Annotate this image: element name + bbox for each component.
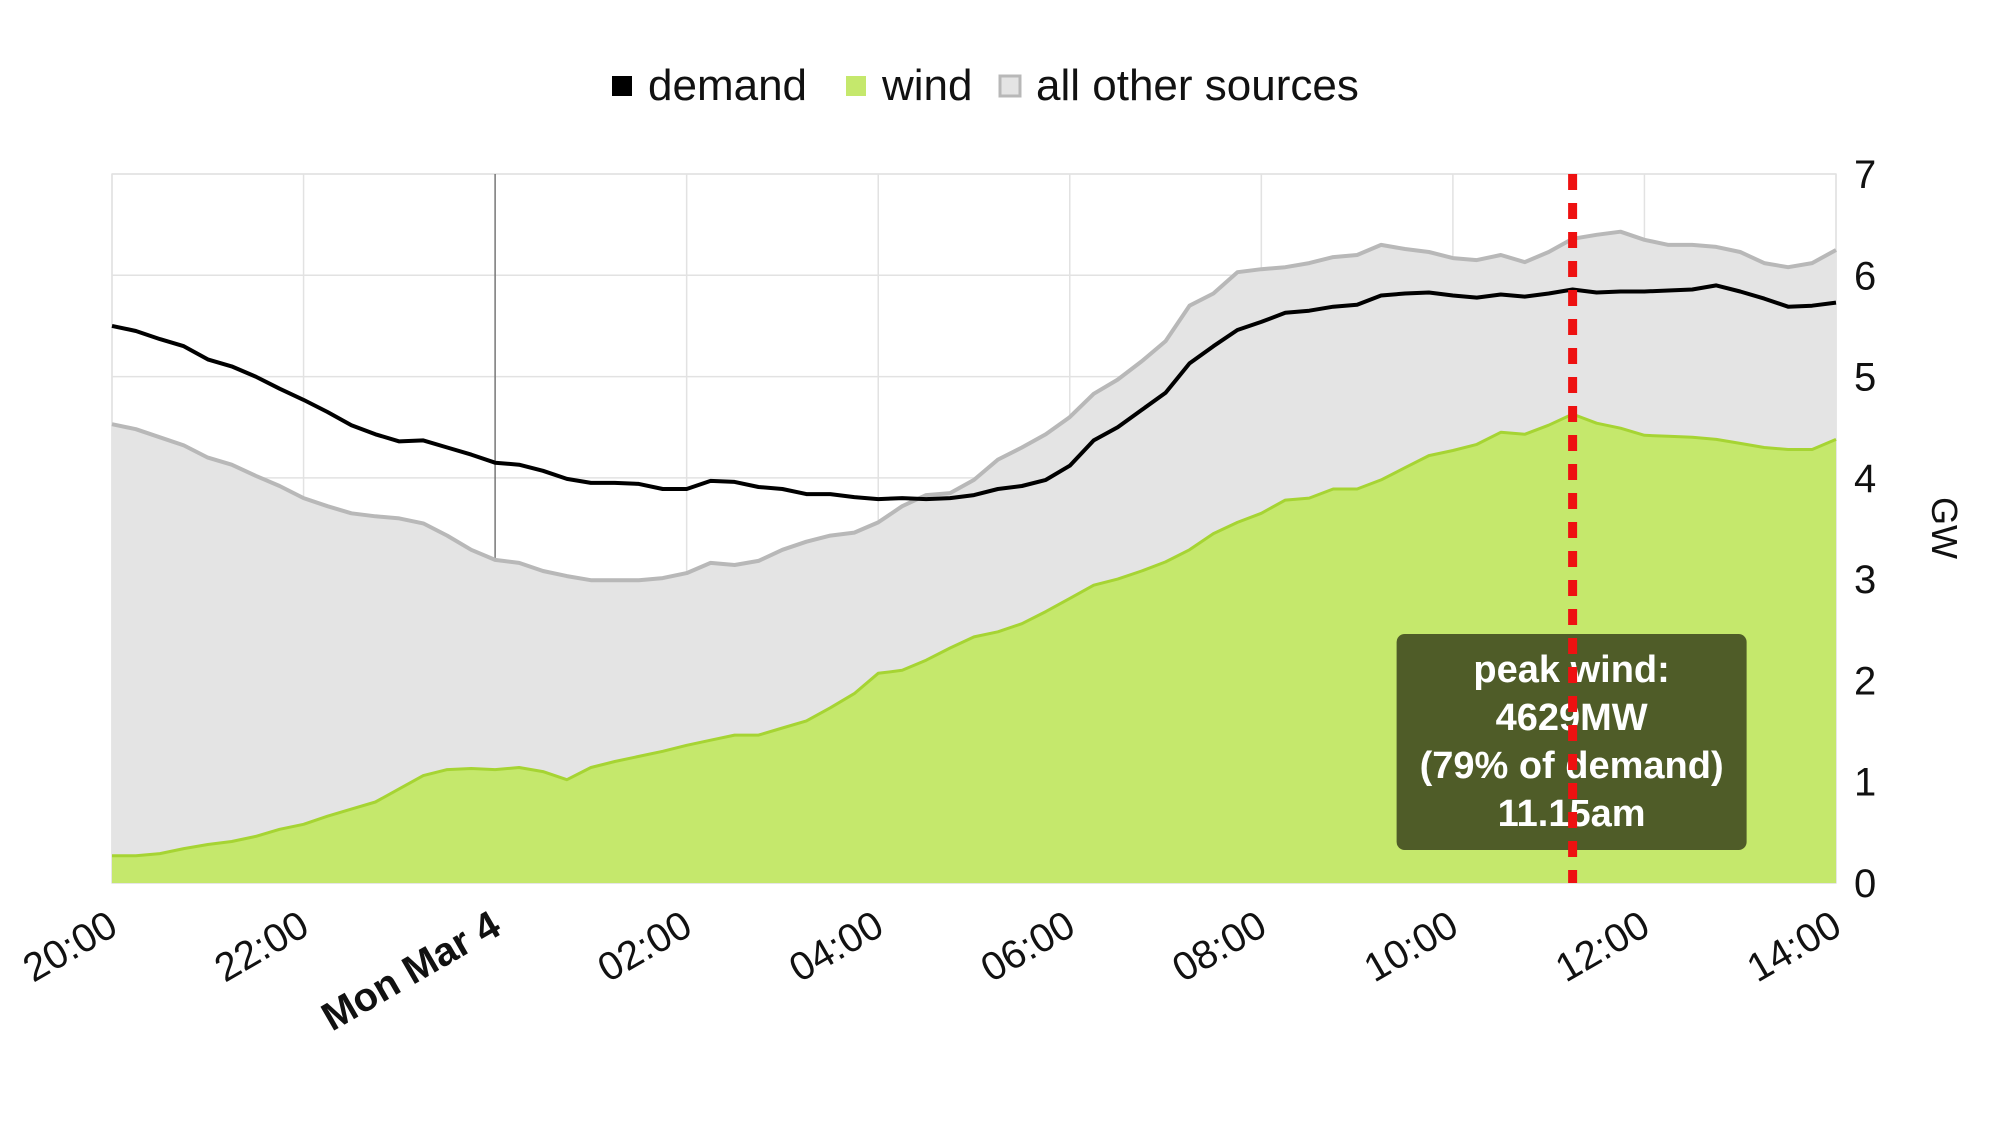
x-tick-label: 04:00 (782, 903, 891, 991)
y-axis-title: GW (1924, 497, 1965, 559)
x-tick-label: 02:00 (590, 903, 699, 991)
chart-lines (111, 229, 1837, 858)
y-tick-label: 2 (1854, 659, 1876, 703)
legend-swatch-demand (612, 76, 632, 96)
legend-label-other-sources: all other sources (1036, 61, 1359, 110)
x-tick-label: 06:00 (974, 903, 1083, 991)
y-tick-label: 1 (1854, 761, 1876, 805)
y-tick-label: 6 (1854, 254, 1876, 298)
x-tick-label: 22:00 (207, 903, 316, 991)
y-tick-label: 4 (1854, 457, 1876, 501)
legend-swatch-other-sources (998, 74, 1022, 98)
wind-line (112, 412, 1837, 858)
y-tick-label: 0 (1854, 862, 1876, 906)
legend-label-wind: wind (881, 61, 973, 110)
y-axis-ticks: 0 1 2 3 4 5 6 7 (1854, 153, 1876, 906)
peak-wind-annotation: peak wind: 4629MW (79% of demand) 11.15a… (1396, 174, 1747, 883)
x-tick-label: 12:00 (1548, 903, 1657, 991)
legend-swatch-wind (846, 76, 866, 96)
demand-line (111, 283, 1837, 502)
x-tick-label-date: Mon Mar 4 (314, 902, 508, 1039)
y-tick-label: 7 (1854, 153, 1876, 197)
other-sources-line (111, 229, 1837, 583)
x-tick-label: 10:00 (1357, 903, 1466, 991)
x-tick-label: 08:00 (1165, 903, 1274, 991)
legend-label-demand: demand (648, 61, 807, 110)
peak-wind-label-box (1396, 634, 1747, 850)
x-tick-label: 14:00 (1740, 903, 1849, 991)
x-tick-label: 20:00 (16, 903, 125, 991)
chart-legend: demand wind all other sources (612, 61, 1359, 110)
y-tick-label: 5 (1854, 356, 1876, 400)
y-tick-label: 3 (1854, 558, 1876, 602)
